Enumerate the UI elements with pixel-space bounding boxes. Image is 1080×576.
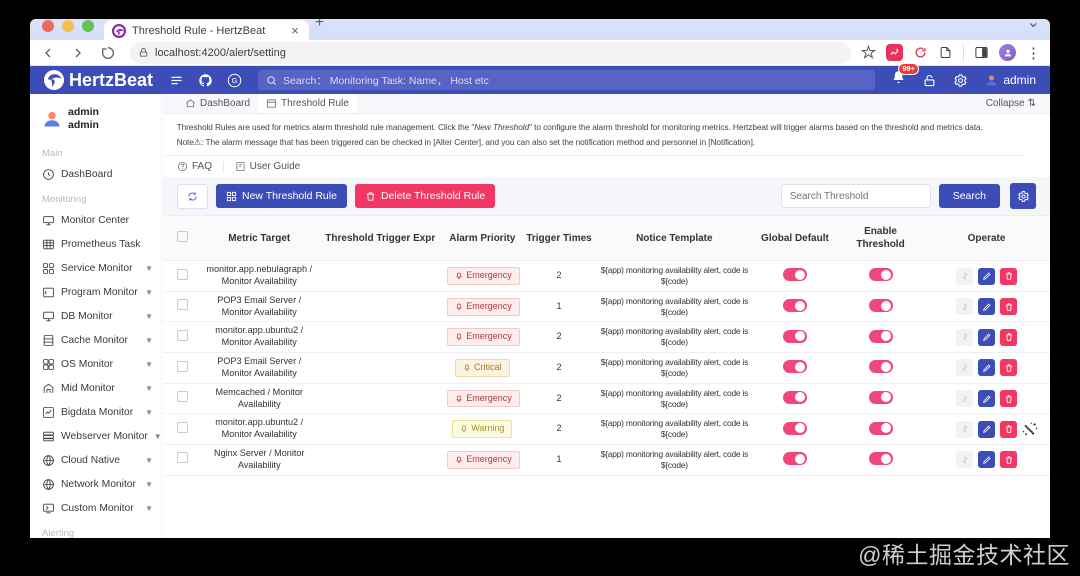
svg-text:G: G xyxy=(232,76,238,85)
